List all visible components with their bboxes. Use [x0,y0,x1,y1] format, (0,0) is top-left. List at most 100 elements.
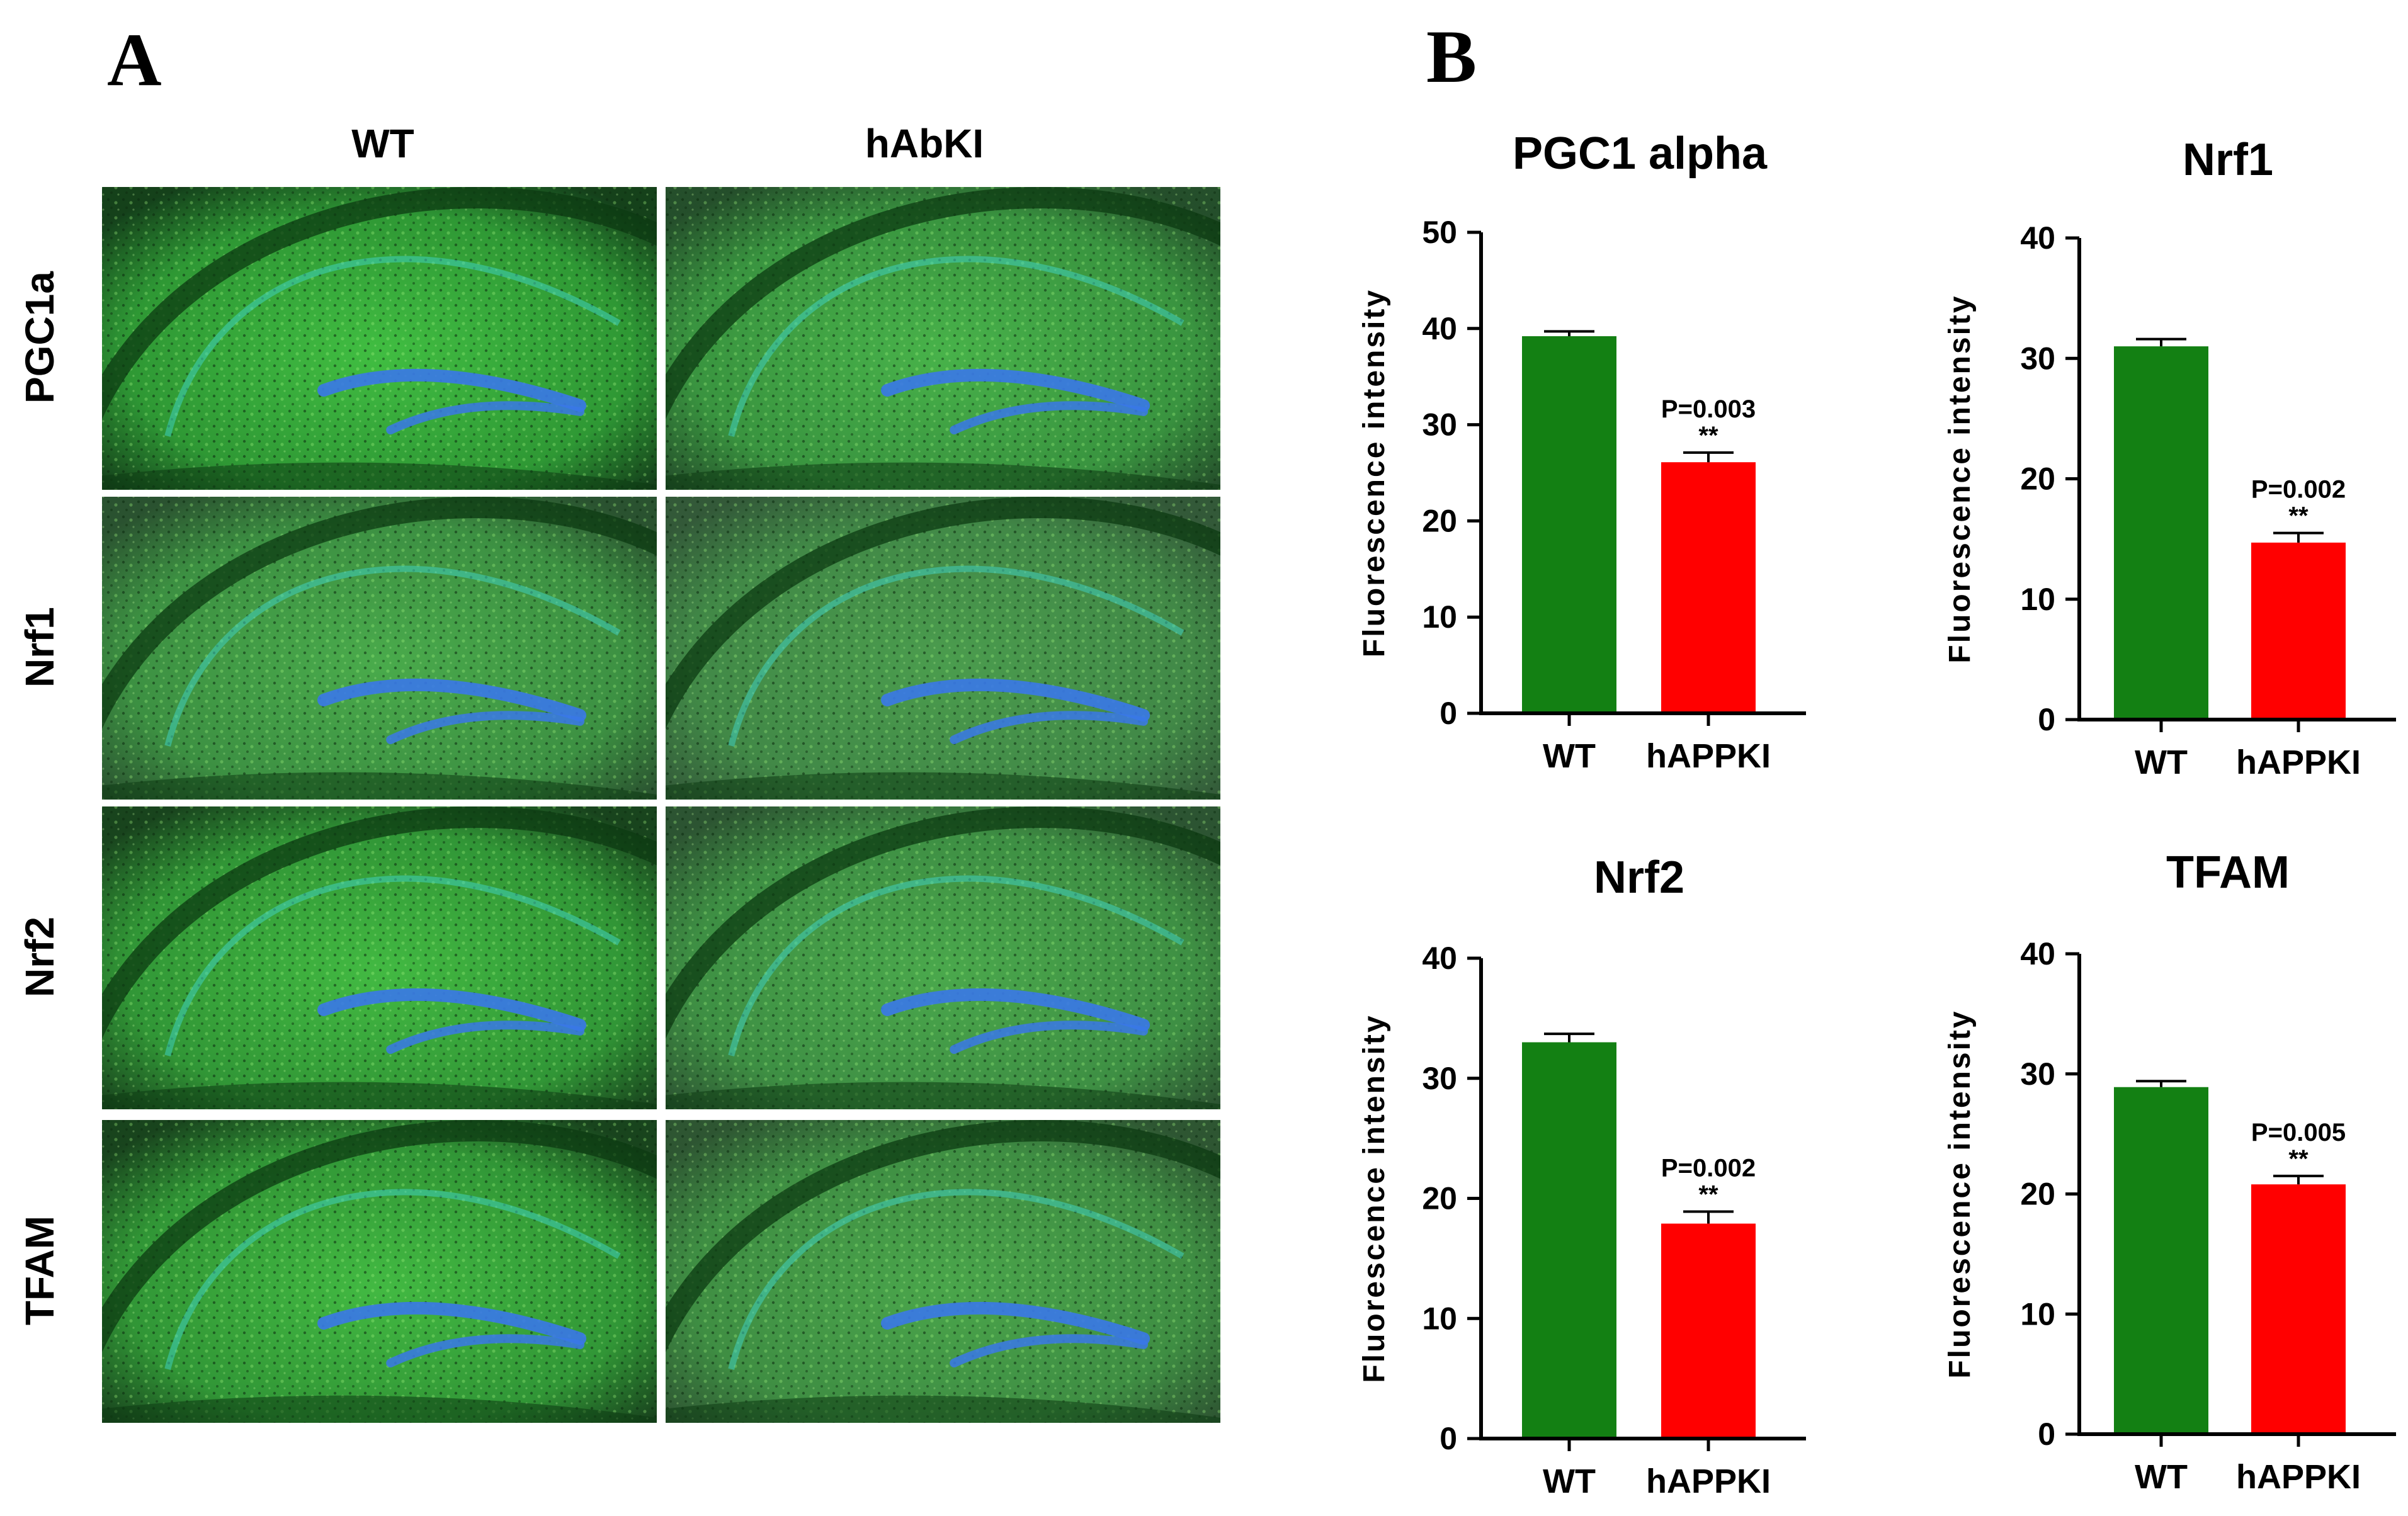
y-tick-label: 30 [1422,407,1457,443]
white-matter-arc [664,1120,1222,1355]
dentate-gyrus-lower [950,711,1149,744]
y-tick-label: 50 [1422,215,1457,250]
pyramidal-layer [164,256,621,437]
tissue-edge [664,1395,1222,1424]
bar-wt [1522,336,1616,713]
micrograph-nrf2-wt [99,804,659,1112]
chart-title: Nrf2 [1594,852,1684,903]
dentate-gyrus-lower [950,401,1149,434]
white-matter-arc [101,1120,658,1355]
row-label-nrf1: Nrf1 [17,607,62,687]
y-tick-label: 40 [1422,941,1457,976]
error-bar-wt [1544,330,1594,337]
y-tick-label: 0 [1440,696,1457,731]
white-matter-arc [664,806,1222,1042]
p-value-label: P=0.003 [1661,395,1756,423]
bar-wt [2114,346,2208,720]
column-label-habki: hAbKI [865,121,984,166]
y-tick-label: 40 [1422,311,1457,346]
bar-happki [2251,1184,2346,1434]
column-label-wt: WT [351,121,414,166]
white-matter-arc [101,806,658,1042]
micrograph-grid [99,184,1223,1425]
y-tick-label: 30 [2020,341,2055,376]
bar-happki [1661,462,1756,713]
error-bar-wt [2136,337,2186,347]
bar-charts: PGC1 alpha Fluorescence intensity WT hAPPKI… [1358,128,2396,1500]
y-tick-label: 30 [2020,1056,2055,1092]
row-label-tfam: TFAM [17,1216,62,1325]
micrograph-nrf2-habki [663,804,1223,1112]
y-tick-label: 30 [1422,1061,1457,1096]
error-bar-happki [2273,1174,2324,1185]
dentate-gyrus-lower [950,1334,1149,1367]
pyramidal-layer [728,256,1184,437]
panel-a-letter: A [107,18,162,101]
significance-stars: ** [1698,1180,1718,1208]
tissue-edge [101,462,658,491]
category-label-wt: WT [2135,1458,2188,1496]
y-tick-label: 10 [2020,1296,2055,1332]
dentate-gyrus-upper [881,1301,1150,1345]
chart-title: PGC1 alpha [1513,128,1768,179]
bar-wt [1522,1042,1616,1439]
y-tick-label: 0 [2038,702,2055,737]
y-tick-label: 20 [2020,461,2055,497]
dentate-gyrus-upper [317,988,587,1032]
white-matter-arc [101,187,658,422]
dentate-gyrus-lower [950,1021,1149,1054]
tissue-edge [664,1082,1222,1111]
tissue-edge [101,1395,658,1424]
error-bar-wt [1544,1032,1594,1043]
y-tick-label: 0 [2038,1417,2055,1452]
category-label-happki: hAPPKI [2236,744,2361,781]
p-value-label: P=0.002 [1661,1154,1756,1182]
y-tick-label: 20 [1422,1181,1457,1216]
y-tick-label: 0 [1440,1421,1457,1456]
category-label-happki: hAPPKI [1646,737,1771,775]
white-matter-arc [664,497,1222,732]
bar-happki [1661,1223,1756,1439]
chart-title: Nrf1 [2183,135,2273,185]
y-axis-title: Fluorescence intensity [1358,1014,1391,1383]
dentate-gyrus-lower [386,1021,585,1054]
y-tick-label: 40 [2020,936,2055,971]
category-label-happki: hAPPKI [1646,1462,1771,1500]
micrograph-tfam-wt [99,1117,659,1425]
y-axis-title: Fluorescence intensity [1943,1009,1977,1378]
y-tick-label: 10 [2020,582,2055,617]
dentate-gyrus-upper [317,1301,587,1345]
white-matter-arc [101,497,658,732]
pyramidal-layer [164,565,621,747]
category-label-happki: hAPPKI [2236,1458,2361,1496]
micrograph-tfam-habki [663,1117,1223,1425]
chart-nrf2: Nrf2 Fluorescence intensity WT hAPPKI **P=0.… [1358,852,1806,1500]
micrograph-nrf1-habki [663,494,1223,802]
error-bar-happki [1683,1210,1734,1224]
pyramidal-layer [164,875,621,1056]
row-label-nrf2: Nrf2 [17,917,62,997]
pyramidal-layer [728,875,1184,1056]
bar-wt [2114,1087,2208,1434]
chart-tfam: TFAM Fluorescence intensity WT hAPPKI **P=0.… [1943,847,2396,1496]
y-axis-title: Fluorescence intensity [1358,288,1391,657]
error-bar-happki [2273,531,2324,543]
y-axis-title: Fluorescence intensity [1943,294,1977,663]
chart-pgc1-alpha: PGC1 alpha Fluorescence intensity WT hAPPKI… [1358,128,1806,775]
dentate-gyrus-lower [386,711,585,744]
tissue-edge [664,462,1222,491]
row-label-pgc1a: PGC1a [17,271,62,404]
p-value-label: P=0.002 [2251,476,2346,504]
dentate-gyrus-upper [317,678,587,722]
chart-title: TFAM [2166,847,2290,898]
y-tick-label: 40 [2020,220,2055,256]
significance-stars: ** [1698,422,1718,450]
chart-nrf1: Nrf1 Fluorescence intensity WT hAPPKI **P=0.… [1943,135,2396,781]
p-value-label: P=0.005 [2251,1119,2346,1146]
pyramidal-layer [728,565,1184,747]
micrograph-pgc1a-habki [663,184,1223,492]
pyramidal-layer [728,1189,1184,1370]
y-tick-label: 10 [1422,1301,1457,1336]
y-tick-label: 10 [1422,599,1457,635]
significance-stars: ** [2288,1145,2309,1173]
